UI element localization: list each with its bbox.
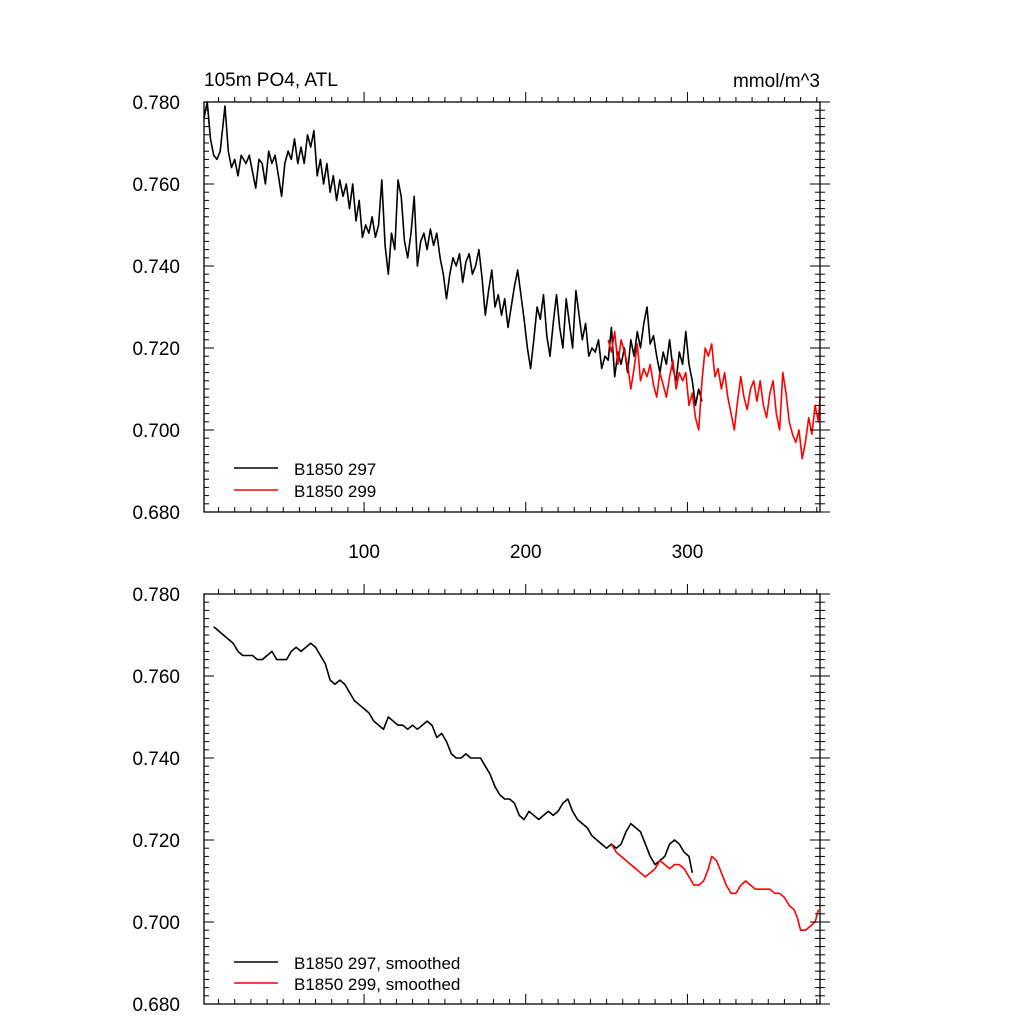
x-tick-label: 300 [672,542,704,563]
y-axis-labels: 0.680 0.700 0.720 0.740 0.760 0.780 [132,93,180,524]
legend-label-299: B1850 299 [294,482,376,501]
series-line-b1850-299 [607,330,821,460]
x-tick-label: 100 [348,542,380,563]
x-tick-label: 200 [510,542,542,563]
y-tick-label: 0.700 [132,421,180,442]
bottom-panel: 0.680 0.700 0.720 0.740 0.760 0.780 B1850 297… [132,584,830,1016]
series-line-b1850-299-smoothed [610,843,820,931]
y-tick-label: 0.720 [132,339,180,360]
axis-ticks [204,92,830,513]
y-tick-label: 0.780 [132,585,180,606]
series-group [213,626,820,931]
y-tick-label: 0.760 [132,667,180,688]
units-label: mmol/m^3 [733,71,820,92]
y-tick-label: 0.720 [132,831,180,852]
axis-ticks [204,584,830,1005]
y-tick-label: 0.700 [132,913,180,934]
series-group [203,101,821,460]
y-axis-labels: 0.680 0.700 0.720 0.740 0.760 0.780 [132,585,180,1016]
legend: B1850 297, smoothed B1850 299, smoothed [234,954,460,994]
chart-title: 105m PO4, ATL [204,70,338,91]
y-tick-label: 0.760 [132,175,180,196]
legend: B1850 297 B1850 299 [234,460,376,501]
series-line-b1850-297 [203,101,703,407]
y-tick-label: 0.680 [132,995,180,1016]
y-tick-label: 0.780 [132,93,180,114]
legend-label-297-smoothed: B1850 297, smoothed [294,954,460,973]
legend-label-297: B1850 297 [294,460,376,479]
top-panel: 105m PO4, ATL mmol/m^3 0.6800.7000.7200.… [132,70,830,563]
plot-frame [203,593,821,1005]
series-line-b1850-297-smoothed [213,626,694,873]
y-tick-label: 0.680 [132,503,180,524]
x-axis-labels: 100 200 300 [348,542,703,563]
legend-label-299-smoothed: B1850 299, smoothed [294,975,460,994]
y-tick-label: 0.740 [132,749,180,770]
y-tick-label: 0.740 [132,257,180,278]
